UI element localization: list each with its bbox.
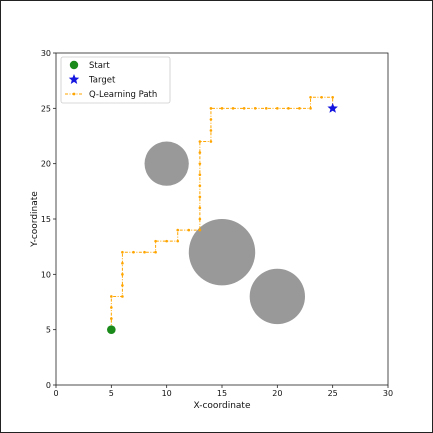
y-axis-label: Y-coordinate	[30, 191, 40, 248]
obstacle-1	[144, 141, 189, 186]
legend-label: Q-Learning Path	[89, 90, 157, 100]
path-point-21	[198, 184, 202, 188]
path-point-11	[154, 250, 157, 254]
path-point-4	[121, 295, 124, 298]
y-tick-label: 5	[46, 326, 51, 335]
y-tick-label: 10	[41, 270, 51, 279]
path-point-35	[276, 107, 279, 110]
ticks-layer: 0 5 10 15 20 25 30 0 5 10 15 20 25 30	[41, 49, 393, 398]
path-point-7	[121, 261, 124, 265]
path-point-9	[132, 250, 135, 254]
path-point-8	[121, 250, 124, 254]
path-point-5	[121, 284, 124, 287]
path-point-22	[198, 173, 202, 177]
path-point-41	[331, 95, 334, 99]
path-point-12	[154, 239, 157, 243]
y-tick-label: 15	[41, 215, 51, 224]
path-point-17	[198, 228, 202, 232]
path-point-33	[253, 107, 257, 110]
obstacles-layer	[144, 141, 305, 325]
path-point-10	[143, 250, 146, 254]
x-tick-label: 25	[328, 389, 338, 398]
path-point-24	[198, 151, 202, 154]
legend-items: Start Target Q-Learning Path	[65, 60, 157, 100]
legend-target-icon	[68, 74, 80, 84]
path-point-2	[110, 306, 113, 309]
path-point-36	[287, 107, 290, 110]
y-tick-label: 25	[41, 104, 51, 113]
markers-layer	[107, 102, 338, 334]
x-tick-label: 5	[109, 389, 114, 398]
path-point-13	[165, 239, 168, 243]
path-point-37	[298, 107, 301, 110]
legend-start-icon	[69, 60, 79, 70]
path-point-34	[264, 107, 268, 110]
path-point-16	[187, 228, 191, 232]
legend-label: Target	[88, 76, 116, 86]
path-point-30	[220, 107, 224, 110]
obstacle-2	[188, 219, 256, 286]
start-marker	[107, 325, 116, 334]
path-point-6	[121, 273, 124, 276]
x-tick-label: 10	[162, 389, 172, 398]
target-marker	[327, 102, 338, 113]
path-point-31	[231, 107, 235, 110]
path-point-23	[198, 162, 202, 165]
path-point-20	[198, 195, 202, 199]
y-tick-label: 0	[46, 381, 51, 390]
legend-path-dot	[72, 92, 76, 96]
x-tick-label: 0	[53, 389, 58, 398]
path-layer	[110, 95, 334, 331]
path-point-40	[320, 95, 323, 99]
obstacle-3	[249, 268, 305, 325]
x-tick-label: 30	[383, 389, 393, 398]
legend-box	[60, 56, 171, 104]
path-point-26	[209, 140, 213, 143]
y-tick-label: 20	[41, 160, 51, 169]
path-point-1	[110, 317, 113, 320]
legend: Start Target Q-Learning Path	[60, 56, 171, 104]
path-point-28	[209, 118, 213, 121]
path-point-15	[176, 228, 180, 232]
x-tick-label: 20	[272, 389, 282, 398]
path-point-19	[198, 206, 202, 210]
path-point-29	[209, 107, 213, 110]
path-point-27	[209, 129, 213, 132]
path-point-39	[309, 95, 312, 99]
legend-label: Start	[89, 61, 110, 71]
path-point-14	[176, 239, 180, 243]
path-point-38	[309, 107, 312, 110]
path-point-25	[198, 140, 202, 143]
y-tick-label: 30	[41, 49, 51, 58]
x-axis-label: X-coordinate	[194, 401, 251, 411]
x-tick-label: 15	[217, 389, 227, 398]
path-point-3	[110, 295, 113, 298]
path-point-18	[198, 217, 202, 221]
path-point-32	[242, 107, 246, 110]
